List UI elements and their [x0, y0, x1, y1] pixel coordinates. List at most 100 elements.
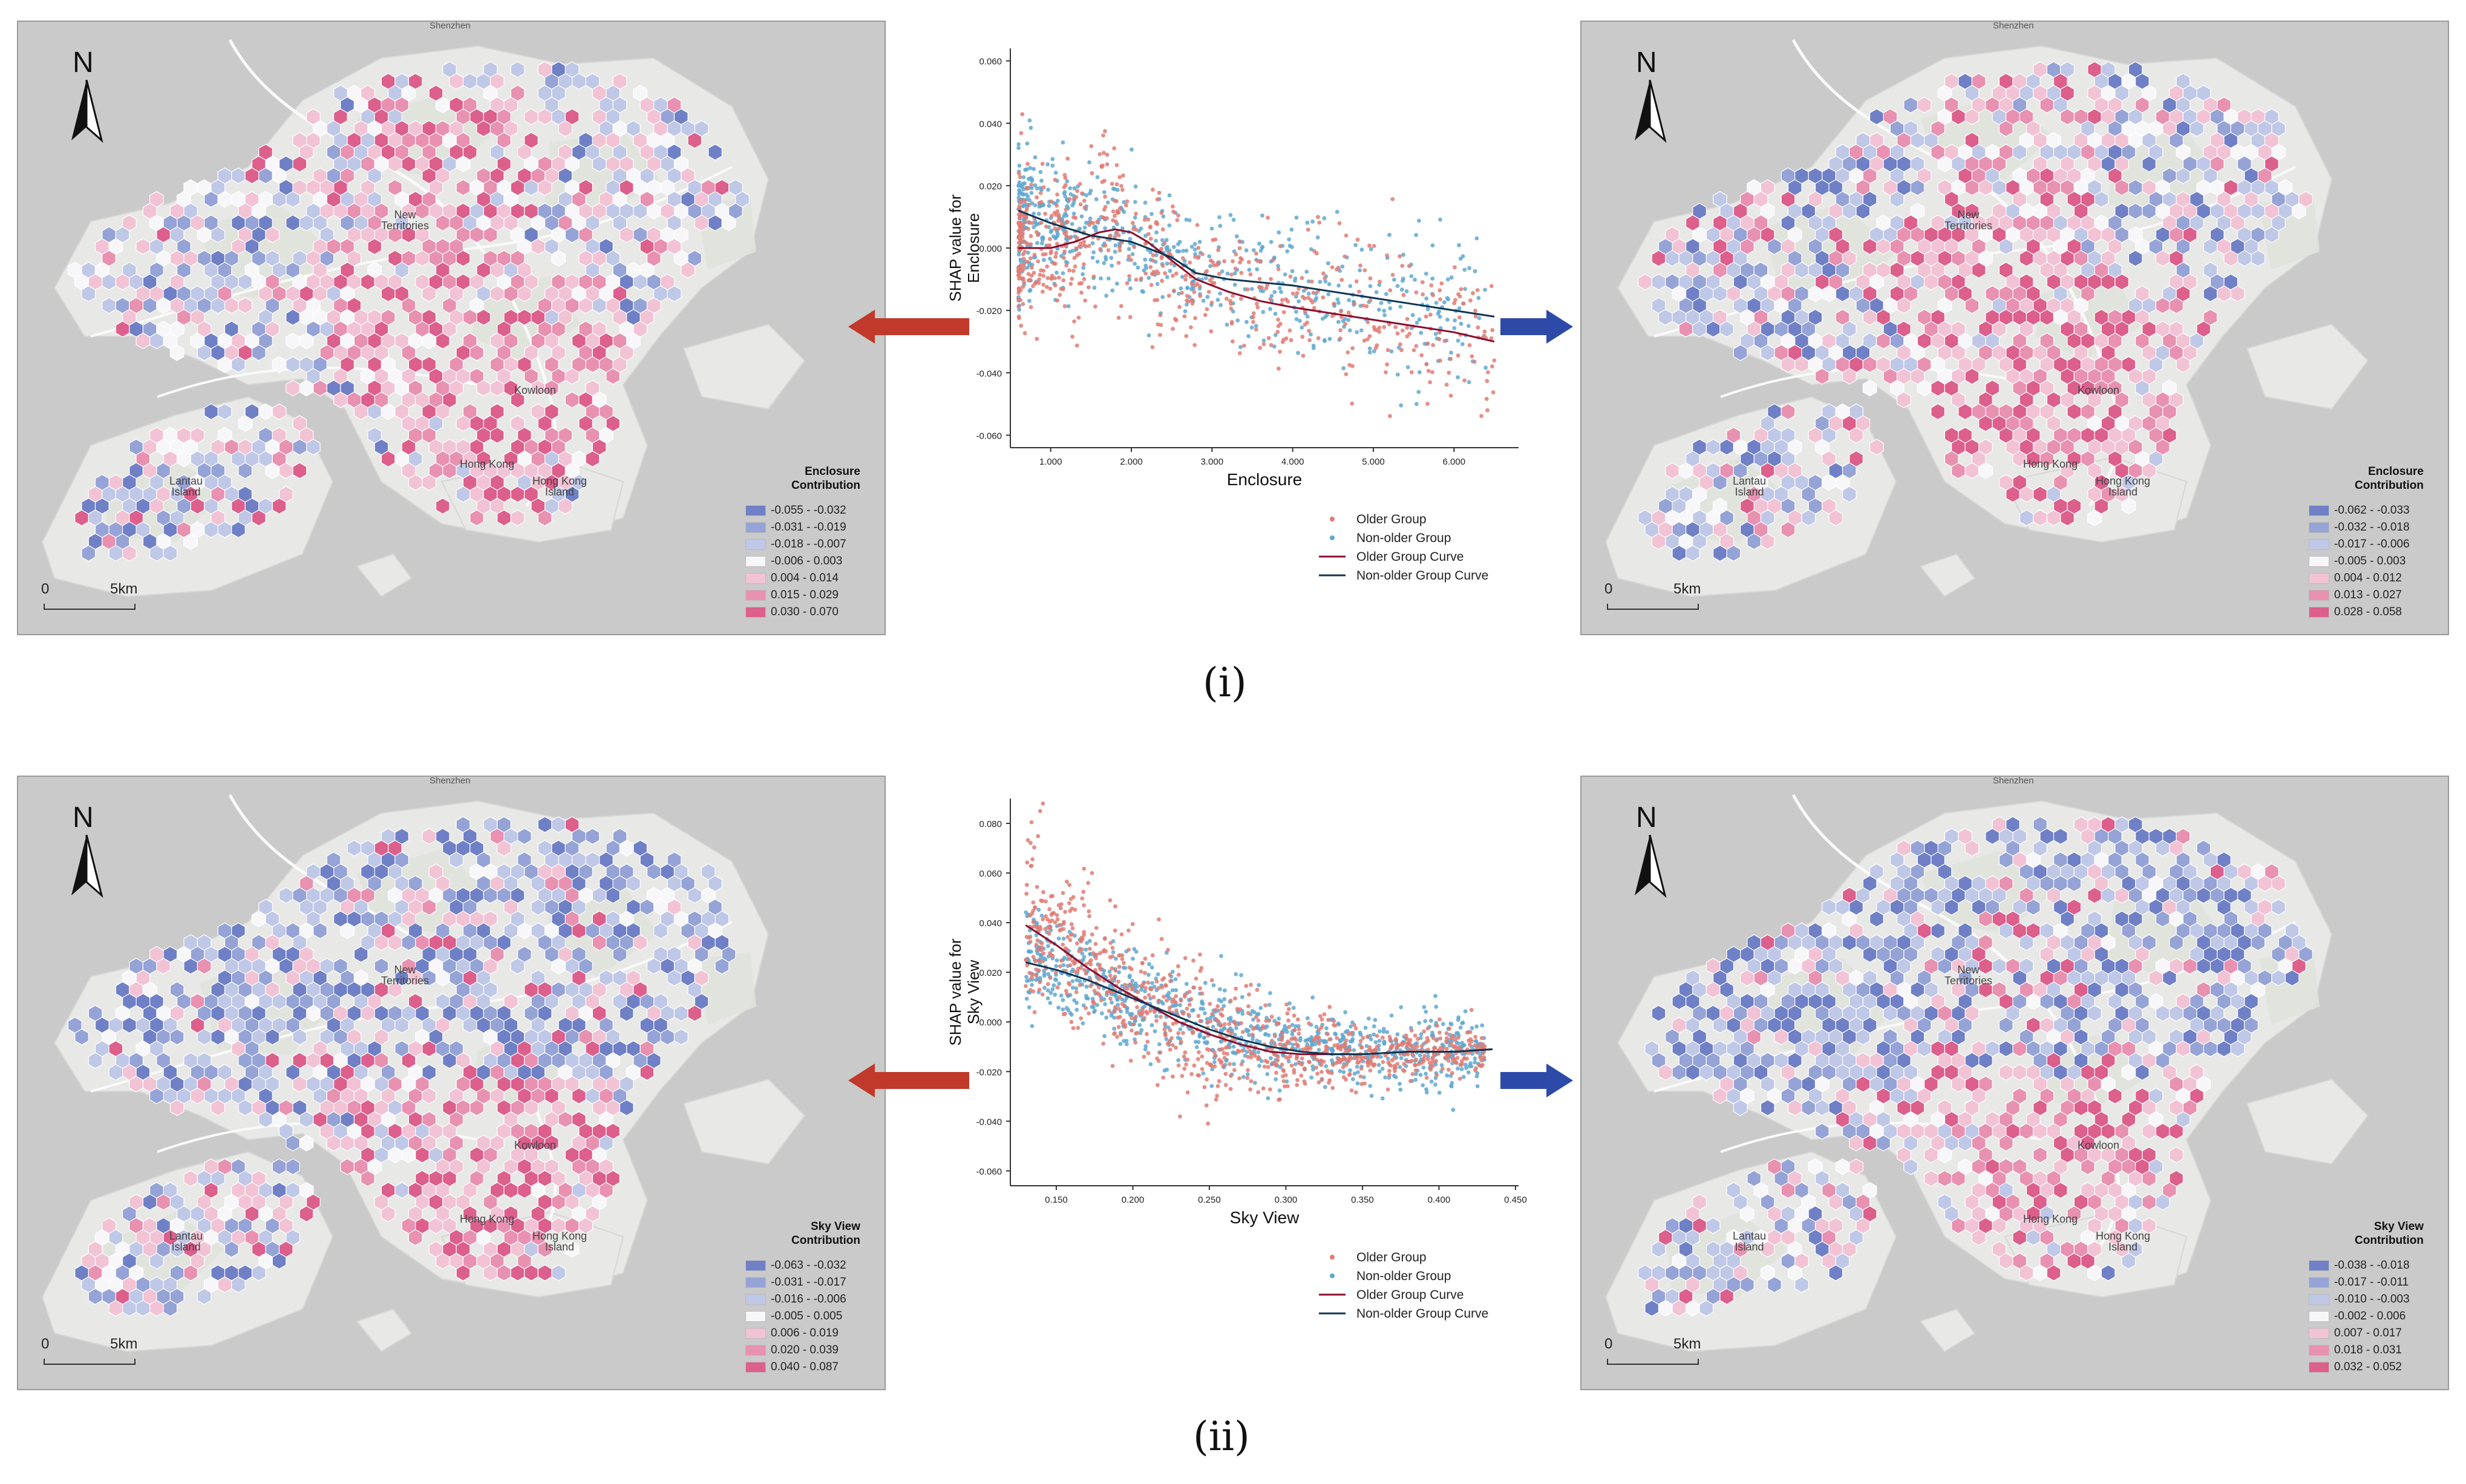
hex-cell — [217, 1276, 232, 1293]
scatter-point — [1456, 338, 1460, 343]
hex-cell — [2006, 486, 2020, 503]
scatter-point — [1470, 354, 1474, 359]
scatter-point — [1316, 336, 1321, 341]
scatter-point — [1367, 334, 1372, 339]
scatter-point — [1287, 328, 1292, 333]
hex-cell — [1658, 1064, 1673, 1081]
hex-cell — [1740, 1205, 1755, 1223]
scatter-point — [1269, 293, 1274, 298]
legend-entry: Non-older Group Curve — [1356, 569, 1488, 583]
hex-cell — [2155, 250, 2170, 267]
scatter-point — [1233, 266, 1238, 271]
scatter-point — [1425, 402, 1430, 406]
scatter-point — [1343, 254, 1347, 259]
hex-cell — [531, 898, 546, 916]
hex-cell — [585, 828, 600, 845]
scatter-point — [1192, 290, 1197, 294]
hex-cell — [1719, 1288, 1734, 1305]
scatter-point — [1124, 203, 1128, 208]
scatter-point — [1033, 183, 1038, 188]
hex-cell — [129, 1076, 143, 1093]
hex-cell — [1842, 203, 1857, 220]
scatter-point — [1127, 274, 1131, 278]
scatter-point — [1179, 286, 1183, 291]
hex-cell — [633, 203, 648, 220]
scatter-point — [1364, 304, 1369, 309]
scatter-point — [1090, 171, 1094, 175]
scatter-point — [1424, 314, 1428, 319]
y-tick-label: 0.000 — [979, 244, 1002, 254]
scatter-point — [1188, 260, 1192, 265]
scatter-point — [1238, 260, 1242, 265]
hex-cell — [299, 1205, 314, 1223]
scatter-point — [1458, 257, 1463, 261]
hex-cell — [149, 544, 164, 562]
scatter-point — [1326, 292, 1331, 296]
scatter-point — [1041, 273, 1045, 278]
hex-cell — [1672, 544, 1687, 562]
scatter-point — [1029, 242, 1033, 246]
scatter-point — [1116, 261, 1121, 265]
scatter-point — [1462, 378, 1467, 383]
y-tick-label: 0.000 — [979, 1018, 1002, 1028]
hex-cell — [497, 840, 511, 857]
hex-cell — [2019, 509, 2034, 526]
hex-cell — [1747, 533, 1761, 550]
scatter-point — [1150, 272, 1154, 276]
scatter-point — [1242, 344, 1246, 348]
scatter-point — [1029, 273, 1034, 278]
hex-cell — [646, 203, 661, 220]
scatter-point — [1121, 173, 1125, 178]
place-label-shenzhen: Shenzhen — [430, 776, 471, 786]
place-label-kowloon: Kowloon — [2078, 1139, 2120, 1151]
scatter-point — [1456, 375, 1460, 380]
hex-cell — [204, 521, 218, 538]
scatter-point — [1032, 270, 1036, 275]
hex-cell — [2237, 250, 2252, 267]
hex-cell — [510, 1264, 525, 1281]
scatter-point — [1296, 351, 1300, 355]
scatter-point — [1032, 225, 1036, 229]
scatter-point — [1350, 401, 1355, 406]
hex-cell — [388, 934, 402, 951]
scatter-point — [1163, 271, 1167, 276]
scatter-point — [1038, 272, 1042, 277]
scatter-point — [1430, 276, 1435, 281]
scatter-point — [1021, 192, 1026, 197]
hex-cell — [122, 544, 137, 562]
hex-cell — [1719, 439, 1734, 456]
legend-swatch — [2309, 1328, 2329, 1339]
hex-cell — [136, 1299, 151, 1317]
hex-cell — [211, 297, 226, 314]
hex-cell — [1651, 250, 1666, 267]
scatter-point — [1340, 264, 1345, 269]
scatter-point — [1049, 199, 1053, 204]
hex-cell — [286, 191, 300, 208]
scatter-point — [1155, 197, 1160, 201]
scatter-point — [1208, 258, 1213, 263]
scatter-point — [1167, 223, 1172, 227]
map-nonolder-skyview: Shenzhen New Territories Kowloon Hong Kong H… — [1580, 776, 2449, 1390]
scatter-point — [1258, 259, 1263, 263]
hex-cell — [1849, 1158, 1863, 1175]
scatter-point — [1287, 237, 1291, 241]
legend-range: -0.018 - -0.007 — [771, 538, 846, 551]
scatter-point — [1400, 329, 1405, 333]
legend-row: -0.002 - 0.006 — [2309, 1308, 2424, 1325]
hex-cell — [517, 828, 532, 845]
hex-cell — [156, 958, 171, 975]
scatter-point — [1409, 274, 1414, 278]
hex-cell — [2155, 297, 2170, 314]
scatter-point — [1103, 243, 1108, 248]
scatter-point — [1258, 249, 1263, 253]
hex-cell — [347, 840, 362, 857]
hex-cell — [1964, 840, 1980, 857]
scatter-point — [1405, 334, 1410, 339]
hex-cell — [306, 1005, 321, 1022]
legend-title: Enclosure Contribution — [791, 465, 860, 492]
scatter-point — [1278, 244, 1283, 249]
scatter-point — [1082, 205, 1087, 210]
scatter-point — [1361, 303, 1365, 308]
scatter-point — [1490, 364, 1494, 369]
hex-cell — [537, 179, 552, 196]
